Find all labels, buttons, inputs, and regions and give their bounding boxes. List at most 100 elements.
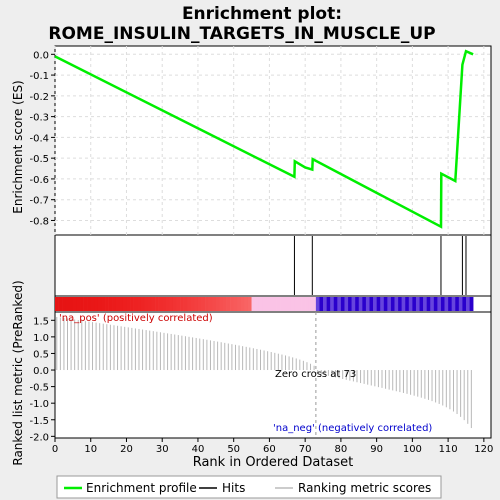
colorbar-segment (380, 297, 385, 311)
colorbar-segment (465, 297, 470, 311)
colorbar-segment (215, 297, 220, 311)
es-layer (54, 46, 491, 235)
colorbar-segment (426, 297, 431, 311)
metric-y-tick-label: 0.0 (33, 366, 49, 377)
colorbar-segment (394, 297, 399, 311)
colorbar-segment (305, 297, 310, 311)
colorbar-segment (315, 297, 320, 311)
enrichment-profile-line (54, 49, 474, 229)
colorbar-segment (244, 297, 249, 311)
colorbar-segment (247, 297, 252, 311)
es-y-tick-label: -0.4 (29, 133, 49, 144)
colorbar-segment (147, 297, 152, 311)
colorbar-segment (437, 297, 442, 311)
colorbar-segment (319, 297, 324, 311)
colorbar-segment (226, 297, 231, 311)
colorbar-segment (230, 297, 234, 311)
x-tick-label: 110 (439, 444, 458, 455)
colorbar-segment (65, 297, 70, 311)
colorbar-segment (208, 297, 213, 311)
colorbar-segment (376, 297, 381, 311)
colorbar-segment (433, 297, 438, 311)
metric-layer (56, 312, 472, 438)
x-tick-label: 50 (227, 444, 240, 455)
colorbar-segment (269, 297, 274, 311)
colorbar-segment (237, 297, 242, 311)
x-tick-label: 70 (299, 444, 312, 455)
colorbar-segment (97, 297, 102, 311)
colorbar-segment (205, 297, 209, 311)
colorbar-segment (333, 297, 338, 311)
colorbar-segment (80, 297, 84, 311)
colorbar-segment (165, 297, 170, 311)
colorbar-segment (362, 297, 367, 311)
colorbar-segment (122, 297, 127, 311)
es-y-tick-label: -0.6 (29, 175, 49, 186)
zero-cross-label: Zero cross at 73 (275, 369, 356, 380)
colorbar-segment (348, 297, 352, 311)
colorbar-segment (276, 297, 281, 311)
colorbar-segment (255, 297, 260, 311)
es-y-tick-label: -0.8 (29, 216, 49, 227)
x-tick-label: 0 (52, 444, 58, 455)
colorbar-segment (323, 297, 327, 311)
es-y-axis-label: Enrichment score (ES) (11, 80, 25, 213)
hits-layer (293, 236, 467, 295)
colorbar-segment (222, 297, 227, 311)
colorbar-segment (115, 297, 120, 311)
metric-y-tick-label: 0.5 (33, 349, 49, 360)
es-y-tick-label: -0.1 (29, 71, 49, 82)
es-y-tick-label: -0.5 (29, 154, 49, 165)
metric-y-tick-label: 1.0 (33, 333, 49, 344)
colorbar-segment (469, 297, 474, 311)
colorbar-segment (448, 297, 452, 311)
colorbar-segment (401, 297, 406, 311)
colorbar-segment (262, 297, 267, 311)
colorbar-segment (183, 297, 188, 311)
colorbar-segment (83, 297, 88, 311)
metric-y-axis-label: Ranked list metric (PreRanked) (11, 280, 25, 465)
colorbar-segment (130, 297, 134, 311)
colorbar-segment (283, 297, 288, 311)
colorbar-segment (340, 297, 345, 311)
colorbar-segment (312, 297, 317, 311)
colorbar-segment (273, 297, 277, 311)
colorbar-segment (423, 297, 427, 311)
metric-panel (54, 311, 492, 439)
colorbar-segment (176, 297, 181, 311)
colorbar-segment (301, 297, 306, 311)
es-y-tick-label: -0.7 (29, 196, 49, 207)
colorbar-segment (87, 297, 92, 311)
colorbar-segment (383, 297, 388, 311)
colorbar-segment (351, 297, 356, 311)
colorbar-segment (358, 297, 363, 311)
colorbar-segment (344, 297, 349, 311)
colorbar-segment (355, 297, 360, 311)
colorbar-segment (408, 297, 413, 311)
colorbar-segment (108, 297, 113, 311)
colorbar-segment (398, 297, 402, 311)
colorbar-segment (455, 297, 460, 311)
colorbar-segment (144, 297, 149, 311)
colorbar-segment (212, 297, 217, 311)
x-tick-label: 60 (263, 444, 276, 455)
colorbar-segment (294, 297, 299, 311)
x-tick-label: 40 (192, 444, 205, 455)
colorbar-segment (112, 297, 117, 311)
colorbar-segment (240, 297, 245, 311)
x-tick-label: 120 (474, 444, 493, 455)
colorbar-segment (201, 297, 206, 311)
colorbar-segment (69, 297, 74, 311)
x-tick-label: 30 (156, 444, 169, 455)
colorbar-segment (162, 297, 167, 311)
colorbar-segment (194, 297, 199, 311)
colorbar-segment (137, 297, 142, 311)
colorbar-segment (155, 297, 159, 311)
colorbar-segment (94, 297, 99, 311)
legend-label-enrichment: Enrichment profile (86, 481, 197, 495)
colorbar-segment (373, 297, 377, 311)
colorbar-segment (219, 297, 224, 311)
es-y-tick-label: 0.0 (33, 50, 49, 61)
chart-title-line2: ROME_INSULIN_TARGETS_IN_MUSCLE_UP (48, 24, 435, 44)
colorbar-segment (419, 297, 424, 311)
